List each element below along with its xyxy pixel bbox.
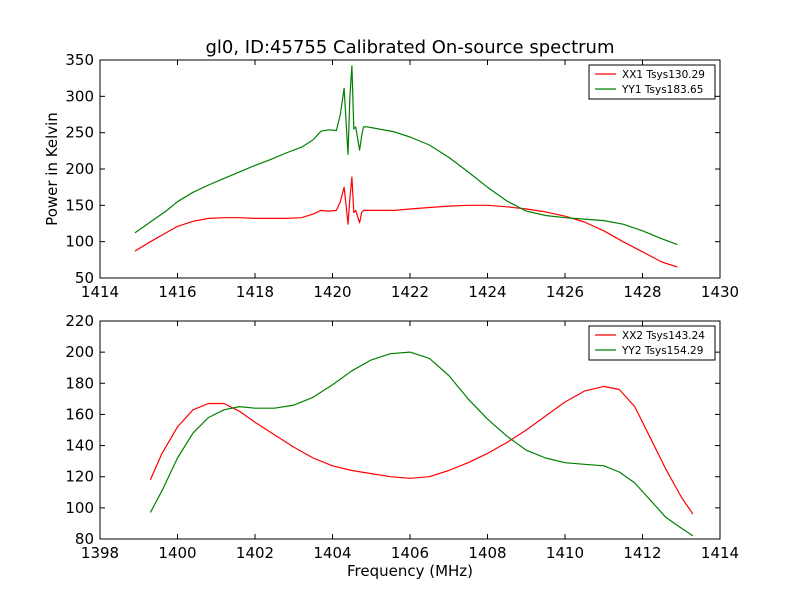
x-tick-label: 1418 xyxy=(236,283,274,301)
legend-label: YY1 Tsys183.65 xyxy=(621,84,703,96)
series-group xyxy=(134,65,678,268)
x-tick-label: 1428 xyxy=(623,283,661,301)
x-tick-label: 1400 xyxy=(158,544,196,562)
y-tick-label: 350 xyxy=(65,51,94,69)
x-tick-label: 1414 xyxy=(701,544,739,562)
y-axis-label: Power in Kelvin xyxy=(43,112,61,226)
y-tick-label: 100 xyxy=(65,233,94,251)
x-tick-label: 1408 xyxy=(468,544,506,562)
y-tick-label: 220 xyxy=(65,312,94,330)
y-tick-label: 250 xyxy=(65,124,94,142)
y-tick-label: 100 xyxy=(65,499,94,517)
y-tick-label: 150 xyxy=(65,196,94,214)
y-tick-label: 160 xyxy=(65,405,94,423)
series-line-yy1 xyxy=(134,65,678,246)
x-tick-label: 1416 xyxy=(158,283,196,301)
x-tick-label: 1420 xyxy=(313,283,351,301)
y-tick-label: 180 xyxy=(65,374,94,392)
bottom-panel: 1398 1400 1402 1404 1406 1408 1410 1412 1414 80 10… xyxy=(65,312,739,580)
y-tick-label: 50 xyxy=(75,269,94,287)
x-tick-label: 1412 xyxy=(623,544,661,562)
x-tick-label: 1410 xyxy=(546,544,584,562)
top-panel: 1414 1416 1418 1420 1422 1424 1426 1428 1430 50 10… xyxy=(43,51,739,301)
x-axis-label: Frequency (MHz) xyxy=(347,562,473,580)
x-tick-label: 1424 xyxy=(468,283,506,301)
series-line-xx2 xyxy=(149,385,694,515)
x-tick-label: 1414 xyxy=(81,283,119,301)
y-tick-label: 80 xyxy=(75,530,94,548)
legend-box xyxy=(588,325,716,361)
x-tick-label: 1406 xyxy=(391,544,429,562)
series-line-yy2 xyxy=(149,351,694,537)
x-tick-label: 1430 xyxy=(701,283,739,301)
y-tick-label: 300 xyxy=(65,87,94,105)
x-tick-label: 1398 xyxy=(81,544,119,562)
x-tick-label: 1402 xyxy=(236,544,274,562)
x-tick-label: 1422 xyxy=(391,283,429,301)
legend: XX2 Tsys143.24 YY2 Tsys154.29 xyxy=(588,325,716,361)
legend-label: XX1 Tsys130.29 xyxy=(622,69,705,81)
x-tick-label: 1404 xyxy=(313,544,351,562)
y-tick-label: 120 xyxy=(65,468,94,486)
series-line-xx1 xyxy=(134,176,678,268)
x-tick-label: 1426 xyxy=(546,283,584,301)
y-tick-label: 200 xyxy=(65,343,94,361)
series-group xyxy=(149,351,694,537)
legend-box xyxy=(588,64,716,100)
legend: XX1 Tsys130.29 YY1 Tsys183.65 xyxy=(588,64,716,100)
y-tick-label: 140 xyxy=(65,437,94,455)
legend-label: YY2 Tsys154.29 xyxy=(621,345,703,357)
legend-label: XX2 Tsys143.24 xyxy=(622,330,705,342)
figure-title: gl0, ID:45755 Calibrated On-source spect… xyxy=(205,37,614,58)
y-tick-label: 200 xyxy=(65,160,94,178)
